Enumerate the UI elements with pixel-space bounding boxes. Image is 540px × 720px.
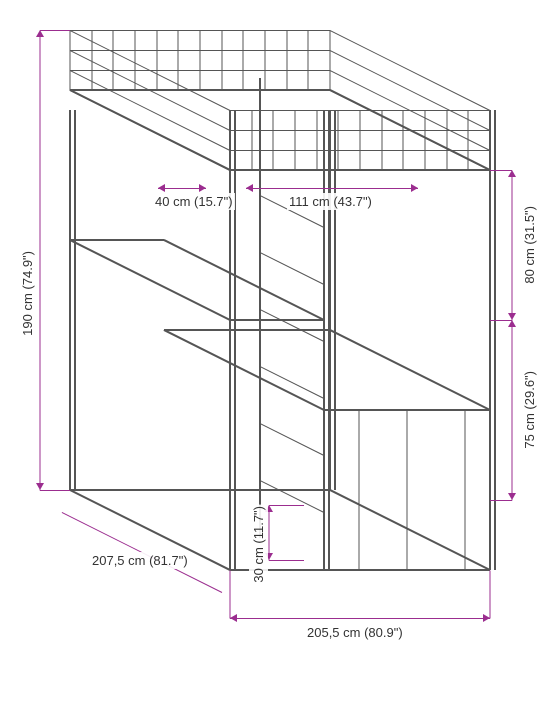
rung2 xyxy=(259,423,323,456)
rung5 xyxy=(259,252,323,285)
dim-width-label: 205,5 cm (80.9") xyxy=(305,624,405,641)
pk5 xyxy=(338,110,339,170)
floor-0 xyxy=(230,569,490,571)
post-br2 xyxy=(334,110,336,490)
dim-height-label: 190 cm (74.9") xyxy=(18,250,37,337)
dleg0 xyxy=(358,410,359,570)
shelfR xyxy=(163,239,324,321)
dim-40-label: 40 cm (15.7") xyxy=(153,193,235,210)
dim-80-label: 80 cm (31.5") xyxy=(520,205,539,285)
pk2 xyxy=(273,110,274,170)
shelfB xyxy=(70,239,164,241)
pkb9 xyxy=(265,30,266,90)
pk1 xyxy=(251,110,252,170)
deskL xyxy=(163,329,324,411)
pkb4 xyxy=(156,30,157,90)
railL2 xyxy=(70,70,230,151)
pkb6 xyxy=(200,30,201,90)
shelfL xyxy=(70,239,231,321)
dimW xyxy=(230,618,490,619)
pk7 xyxy=(381,110,382,170)
deskB xyxy=(164,329,330,331)
post-fr2 xyxy=(494,110,496,570)
pk8 xyxy=(403,110,404,170)
pkb11 xyxy=(308,30,309,90)
drawing-canvas: 190 cm (74.9") 207,5 cm (81.7") 205,5 cm (… xyxy=(0,0,540,720)
railL3 xyxy=(70,90,230,171)
pk10 xyxy=(446,110,447,170)
pkb8 xyxy=(243,30,244,90)
post-fl xyxy=(229,110,231,570)
pkb0 xyxy=(70,30,71,90)
midpost2 xyxy=(328,110,330,570)
pkb2 xyxy=(113,30,114,90)
pkb5 xyxy=(178,30,179,90)
floor-2 xyxy=(70,489,330,491)
pk12 xyxy=(490,110,491,170)
dim-75-label: 75 cm (29.6") xyxy=(520,370,539,450)
dimH xyxy=(40,30,41,490)
post-bl2 xyxy=(74,110,76,490)
pk6 xyxy=(360,110,361,170)
post-fl2 xyxy=(234,110,236,570)
dim-depth-label: 207,5 cm (81.7") xyxy=(90,552,190,569)
pkb10 xyxy=(286,30,287,90)
pkb12 xyxy=(330,30,331,90)
pkb1 xyxy=(91,30,92,90)
post-fr xyxy=(489,110,491,570)
post-bl xyxy=(69,110,71,490)
railR0 xyxy=(330,30,490,111)
shelfF xyxy=(230,319,324,321)
dleg1 xyxy=(406,410,407,570)
floor-1 xyxy=(330,489,491,571)
railR1 xyxy=(330,50,490,131)
dim-30-label: 30 cm (11.7") xyxy=(249,505,268,584)
deskR xyxy=(330,329,491,411)
pk4 xyxy=(316,110,317,170)
pkb3 xyxy=(135,30,136,90)
dim-111-label: 111 cm (43.7") xyxy=(287,193,374,210)
pk3 xyxy=(295,110,296,170)
pk0 xyxy=(230,110,231,170)
dleg2 xyxy=(465,410,466,570)
pk9 xyxy=(425,110,426,170)
pkb7 xyxy=(221,30,222,90)
